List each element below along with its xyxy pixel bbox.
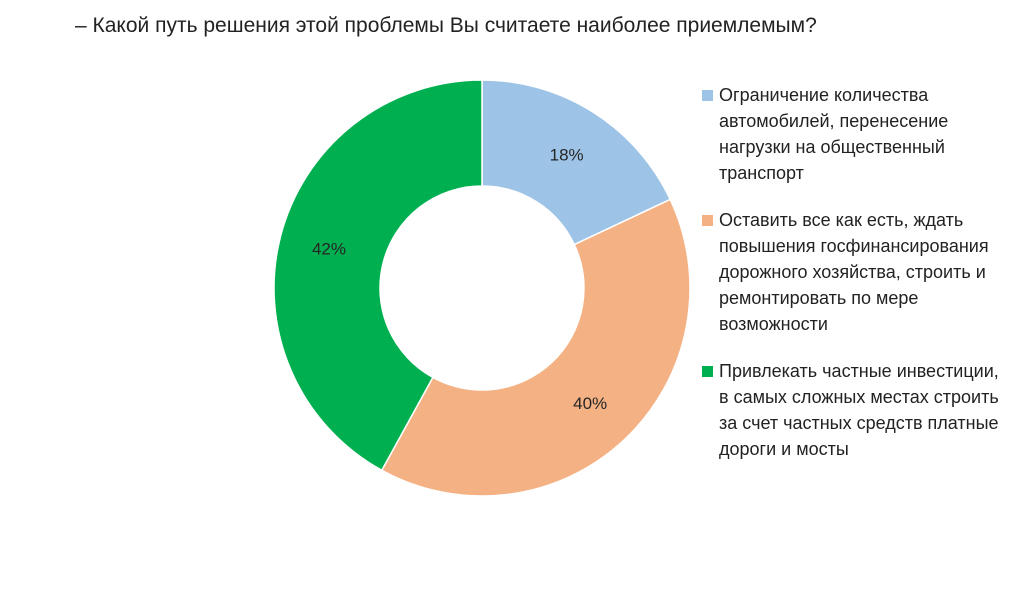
legend-swatch [702, 366, 713, 377]
donut-slice [273, 79, 483, 472]
legend-item: Оставить все как есть, ждать повышения г… [702, 207, 1012, 337]
legend-swatch [702, 90, 713, 101]
legend-item: Ограничение количества автомобилей, пере… [702, 82, 1012, 186]
donut-slice [380, 198, 691, 497]
chart-title: – Какой путь решения этой проблемы Вы сч… [75, 14, 817, 37]
slice-value-label: 42% [312, 240, 346, 259]
legend-swatch [702, 215, 713, 226]
legend-label: Привлекать частные инвестиции, в самых с… [719, 361, 999, 459]
legend-label: Ограничение количества автомобилей, пере… [719, 85, 949, 183]
legend: Ограничение количества автомобилей, пере… [702, 82, 1012, 483]
legend-item: Привлекать частные инвестиции, в самых с… [702, 358, 1012, 462]
legend-label: Оставить все как есть, ждать повышения г… [719, 210, 989, 334]
slice-value-label: 18% [550, 146, 584, 165]
donut-slice [481, 79, 672, 246]
slice-value-label: 40% [573, 394, 607, 413]
